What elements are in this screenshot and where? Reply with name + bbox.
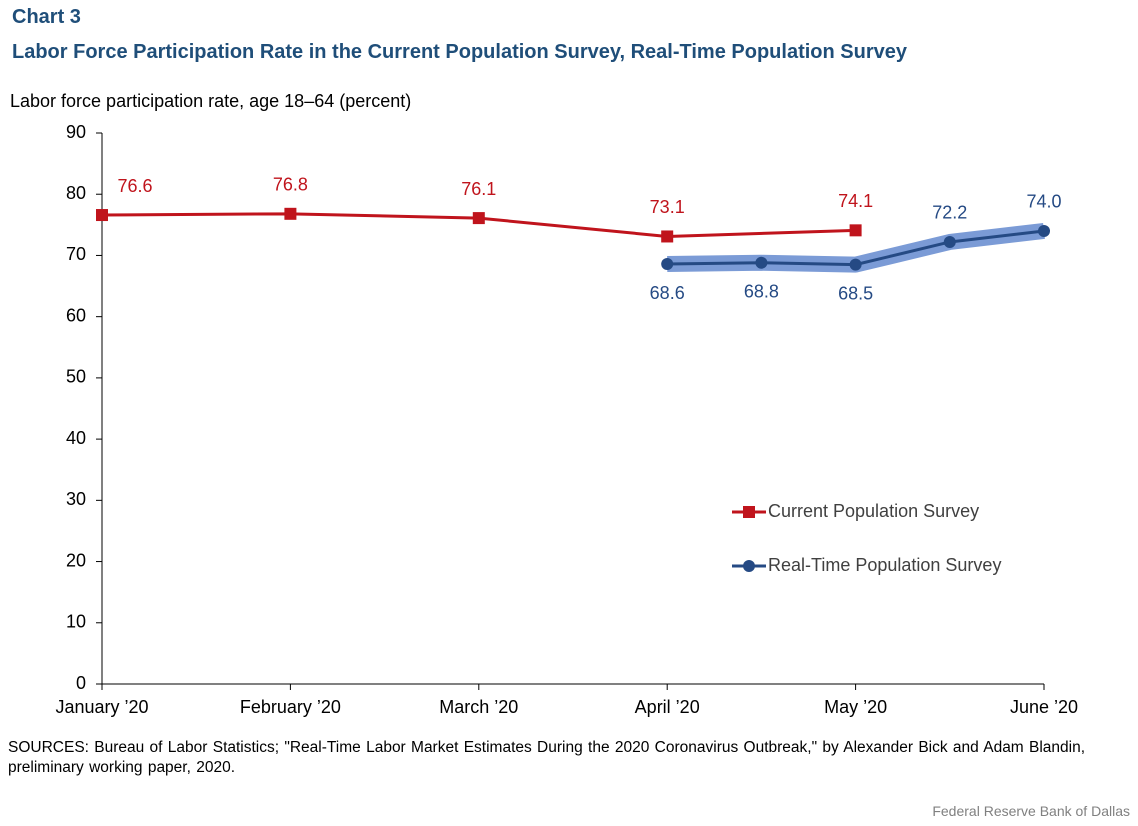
source-note: SOURCES: Bureau of Labor Statistics; "Re… — [8, 739, 1086, 776]
data-point — [849, 258, 862, 271]
y-axis-label: Labor force participation rate, age 18–6… — [10, 91, 411, 111]
data-label: 68.8 — [744, 282, 779, 302]
data-point — [1038, 224, 1050, 237]
y-tick-label: 10 — [66, 612, 86, 632]
y-tick-label: 80 — [66, 183, 86, 203]
credit: Federal Reserve Bank of Dallas — [932, 803, 1130, 819]
data-label: 76.8 — [273, 175, 308, 195]
y-tick-label: 60 — [66, 305, 86, 325]
data-point — [661, 258, 674, 271]
y-tick-label: 40 — [66, 428, 86, 448]
x-tick-label: June ’20 — [1010, 697, 1078, 717]
y-tick-label: 90 — [66, 122, 86, 142]
data-label: 68.6 — [650, 283, 685, 303]
chart-title: Labor Force Participation Rate in the Cu… — [12, 41, 907, 63]
y-tick-label: 0 — [76, 673, 86, 693]
data-point — [472, 212, 485, 225]
x-tick-label: May ’20 — [824, 697, 887, 717]
legend-marker — [743, 560, 755, 572]
y-tick-label: 20 — [66, 550, 86, 570]
y-tick-label: 50 — [66, 367, 86, 387]
data-point — [943, 235, 956, 248]
data-label: 72.2 — [932, 203, 967, 223]
legend-label: Real-Time Population Survey — [768, 555, 1001, 575]
x-tick-label: January ’20 — [55, 697, 148, 717]
x-tick-label: February ’20 — [240, 697, 341, 717]
x-tick-label: April ’20 — [635, 697, 700, 717]
data-label: 74.0 — [1026, 192, 1061, 212]
data-point — [755, 256, 768, 269]
x-tick-label: March ’20 — [439, 697, 518, 717]
data-label: 68.5 — [838, 283, 873, 303]
chart-label: Chart 3 — [12, 6, 81, 28]
data-point — [661, 230, 674, 243]
data-label: 76.1 — [461, 179, 496, 199]
data-label: 74.1 — [838, 191, 873, 211]
y-tick-label: 70 — [66, 244, 86, 264]
data-point — [96, 209, 108, 222]
legend-label: Current Population Survey — [768, 501, 979, 521]
data-point — [849, 224, 862, 237]
data-label: 73.1 — [650, 197, 685, 217]
y-tick-label: 30 — [66, 489, 86, 509]
legend-marker — [743, 506, 755, 518]
data-point — [284, 207, 297, 220]
data-label: 76.6 — [117, 176, 152, 196]
